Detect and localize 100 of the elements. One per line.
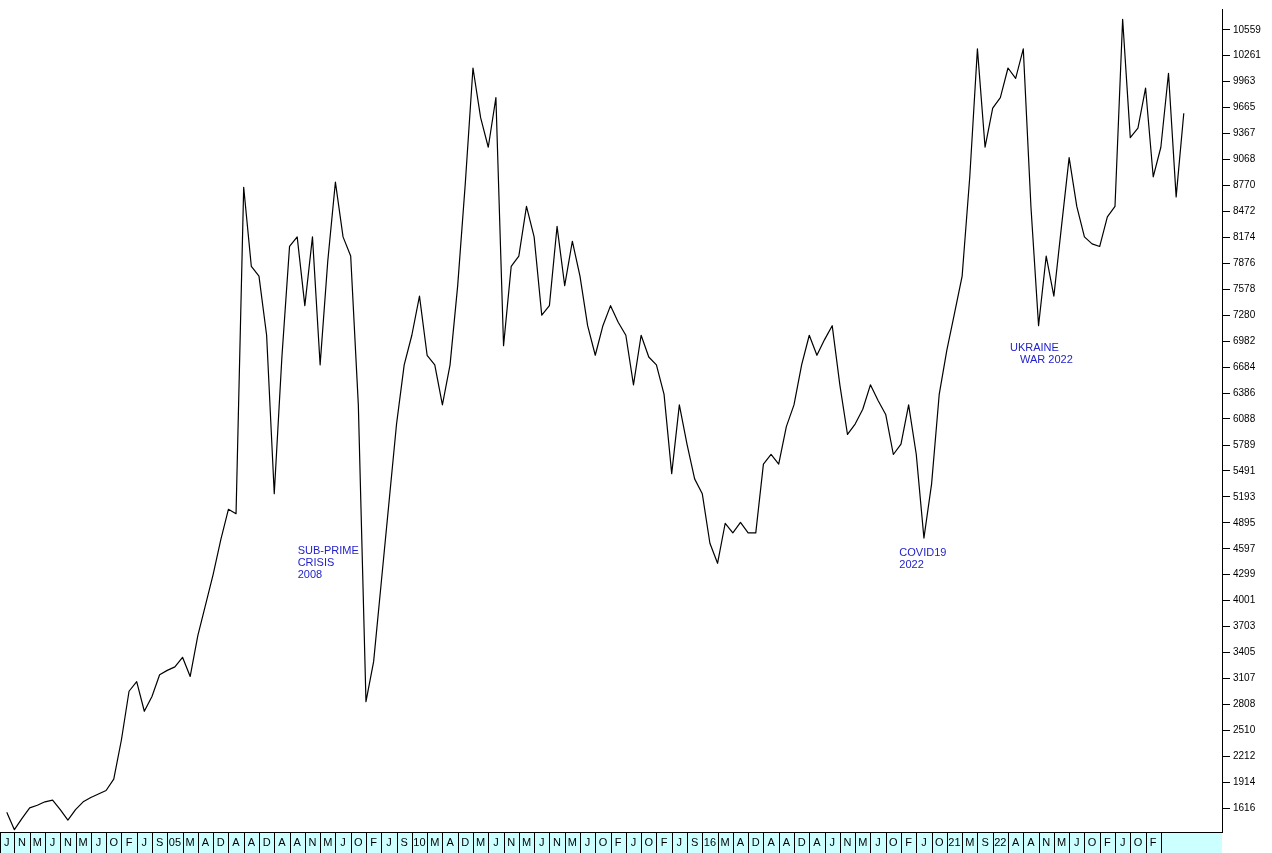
x-tick-label: O	[644, 835, 654, 848]
x-tick-label: A	[201, 835, 210, 848]
x-tick-label: J	[921, 835, 927, 848]
y-tick-label: 5491	[1233, 464, 1256, 476]
x-tick-label: 05	[168, 835, 182, 848]
x-tick-label: D	[461, 835, 470, 848]
y-tick-label: 8472	[1233, 205, 1256, 217]
y-tick-label: 4001	[1233, 594, 1256, 606]
x-tick-label: 16	[703, 835, 717, 848]
x-tick-label: F	[905, 835, 913, 848]
x-tick-label: D	[751, 835, 760, 848]
x-tick-label: S	[690, 835, 699, 848]
x-tick-label: F	[1103, 835, 1111, 848]
y-tick-label: 2510	[1233, 724, 1256, 736]
x-tick-label: M	[78, 835, 88, 848]
x-tick-label: 21	[948, 835, 961, 848]
x-tick-label: J	[676, 835, 683, 848]
x-tick-label: F	[125, 835, 133, 848]
x-tick-label: N	[18, 835, 27, 848]
y-tick-label: 6684	[1233, 360, 1256, 372]
annotation: SUB-PRIME CRISIS 2008	[297, 543, 359, 580]
x-tick-label: A	[1011, 835, 1020, 848]
x-tick-label: J	[584, 835, 591, 848]
y-tick-label: 6982	[1233, 334, 1256, 346]
y-tick-label: 9068	[1233, 153, 1256, 165]
x-tick-label: A	[247, 835, 256, 848]
x-tick-label: M	[521, 835, 532, 848]
annotation: UKRAINE WAR 2022	[1009, 341, 1073, 366]
x-tick-label: M	[965, 835, 975, 848]
x-tick-label: J	[539, 835, 545, 848]
x-tick-label: N	[553, 835, 562, 848]
x-tick-label: D	[216, 835, 225, 848]
y-tick-label: 8174	[1233, 231, 1256, 243]
y-tick-label: 1914	[1233, 776, 1256, 788]
x-tick-label: J	[1119, 835, 1126, 848]
x-tick-label: A	[736, 835, 745, 848]
y-tick-label: 6386	[1233, 386, 1256, 398]
y-tick-label: 5193	[1233, 490, 1256, 502]
y-tick-label: 5789	[1233, 438, 1256, 450]
x-tick-label: M	[720, 835, 730, 848]
x-tick-label: N	[1042, 835, 1051, 848]
x-tick-label: 10	[413, 835, 426, 848]
x-tick-label: A	[293, 835, 302, 848]
x-tick-label: S	[155, 835, 164, 848]
x-tick-label: M	[323, 835, 333, 848]
x-tick-label: J	[4, 835, 10, 848]
x-tick-label: J	[1074, 835, 1080, 848]
x-tick-label: J	[875, 835, 881, 848]
y-tick-label: 3405	[1233, 646, 1256, 658]
x-tick-label: S	[400, 835, 408, 848]
y-tick-label: 8770	[1233, 179, 1256, 191]
x-tick-label: A	[232, 835, 241, 848]
x-tick-label: O	[354, 835, 364, 848]
x-tick-label: N	[63, 835, 72, 848]
x-tick-label: N	[308, 835, 317, 848]
x-tick-label: A	[782, 835, 791, 848]
x-tick-label: M	[430, 835, 440, 848]
x-tick-label: O	[1087, 835, 1097, 848]
y-tick-label: 1616	[1233, 801, 1256, 813]
y-tick-label: 2212	[1233, 750, 1256, 762]
x-tick-label: M	[1056, 835, 1067, 848]
x-tick-label: A	[1027, 835, 1036, 848]
x-tick-label: J	[95, 835, 102, 848]
y-tick-label: 3107	[1233, 672, 1256, 684]
x-tick-label: N	[843, 835, 852, 848]
x-tick-label: O	[598, 835, 608, 848]
x-tick-label: O	[889, 835, 899, 848]
x-tick-label: J	[386, 835, 392, 848]
y-tick-label: 9963	[1233, 75, 1256, 87]
x-tick-label: O	[109, 835, 119, 848]
x-tick-label: M	[858, 835, 868, 848]
annotation: COVID19 2022	[899, 546, 947, 571]
x-tick-label: A	[813, 835, 822, 848]
x-tick-label: J	[829, 835, 835, 848]
x-tick-label: M	[185, 835, 195, 848]
y-tick-label: 7578	[1233, 283, 1256, 295]
y-tick-label: 7280	[1233, 308, 1256, 320]
x-tick-label: O	[934, 835, 944, 848]
x-tick-label: F	[370, 835, 378, 848]
y-tick-label: 7876	[1233, 257, 1256, 269]
x-tick-label: J	[49, 835, 56, 848]
x-tick-label: A	[446, 835, 455, 848]
x-tick-label: M	[32, 835, 42, 848]
x-tick-label: J	[493, 835, 499, 848]
y-tick-label: 9665	[1233, 101, 1256, 113]
x-tick-label: J	[630, 835, 637, 848]
x-tick-label: F	[614, 835, 622, 848]
x-tick-label: F	[1149, 835, 1157, 848]
y-tick-label: 3703	[1233, 620, 1256, 632]
y-tick-label: 4597	[1233, 542, 1256, 554]
x-tick-label: J	[141, 835, 148, 848]
y-tick-label: 4299	[1233, 568, 1256, 580]
y-tick-label: 6088	[1233, 412, 1256, 424]
y-tick-label: 10559	[1233, 23, 1262, 35]
y-tick-label: 9367	[1233, 127, 1256, 139]
y-tick-label: 4895	[1233, 516, 1256, 528]
x-tick-label: O	[1133, 835, 1143, 848]
x-tick-label: A	[767, 835, 776, 848]
x-tick-label: J	[340, 835, 346, 848]
x-tick-label: F	[660, 835, 668, 848]
